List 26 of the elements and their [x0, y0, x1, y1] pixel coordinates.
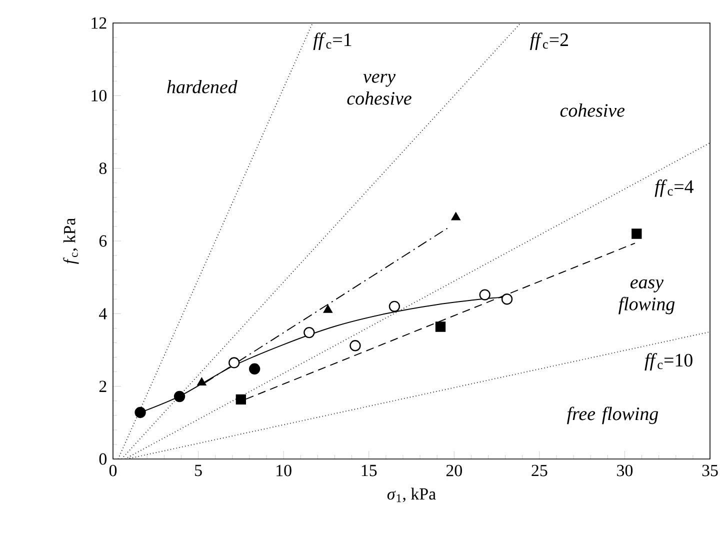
annotation: cohesive: [560, 104, 625, 117]
y-axis-title: f$_{c}$, kPa: [63, 218, 79, 264]
annotation: very cohesive: [347, 74, 412, 105]
y-tick-label: 0: [99, 453, 107, 465]
y-tick-label: 2: [99, 380, 106, 392]
x-tick-label: 10: [276, 464, 292, 476]
y-tick-label: 4: [99, 308, 107, 320]
y-tick-label: 8: [99, 162, 107, 174]
y-tick-label: 12: [92, 17, 106, 29]
x-tick-label: 35: [702, 464, 718, 476]
annotation: easy flowing: [618, 279, 675, 314]
x-axis-title: σ$_{1}$, kPa: [387, 488, 436, 502]
y-tick-label: 6: [99, 235, 107, 247]
x-tick-label: 15: [362, 464, 377, 476]
annotation: ff$_{c}$=4: [654, 180, 694, 197]
y-tick-label: 10: [92, 90, 107, 102]
x-tick-label: 25: [532, 464, 548, 476]
x-tick-label: 0: [109, 464, 117, 476]
x-tick-label: 30: [617, 464, 633, 476]
x-tick-label: 5: [195, 464, 202, 476]
annotation: ff$_{c}$=10: [644, 353, 692, 370]
annotation: ff$_{c}$=1: [313, 32, 352, 50]
annotation: ff$_{c}$=2: [530, 32, 568, 50]
annotation: free flowing: [567, 406, 658, 424]
x-tick-label: 20: [446, 464, 462, 476]
annotation: hardened: [167, 80, 238, 94]
